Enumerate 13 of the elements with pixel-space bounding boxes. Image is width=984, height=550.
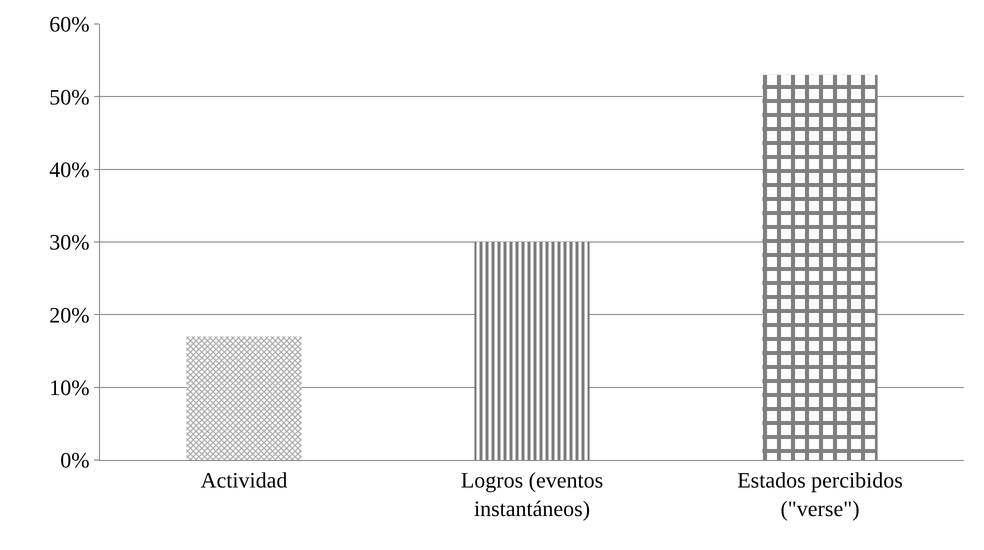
x-tick-label: Logros (eventos instantáneos)	[460, 467, 604, 521]
bar	[186, 336, 302, 460]
y-tick-label: 0%	[60, 448, 90, 473]
y-tick-label: 60%	[49, 12, 90, 37]
bar	[474, 242, 590, 460]
x-tick-label: Actividad	[200, 467, 288, 492]
y-tick-label: 30%	[49, 230, 90, 255]
y-tick-label: 40%	[49, 157, 90, 182]
y-tick-label: 20%	[49, 302, 90, 328]
y-tick-label: 10%	[49, 375, 90, 400]
y-tick-label: 50%	[49, 84, 90, 110]
bar	[762, 74, 878, 460]
x-tick-label: Estados percibidos ("verse")	[737, 467, 903, 521]
